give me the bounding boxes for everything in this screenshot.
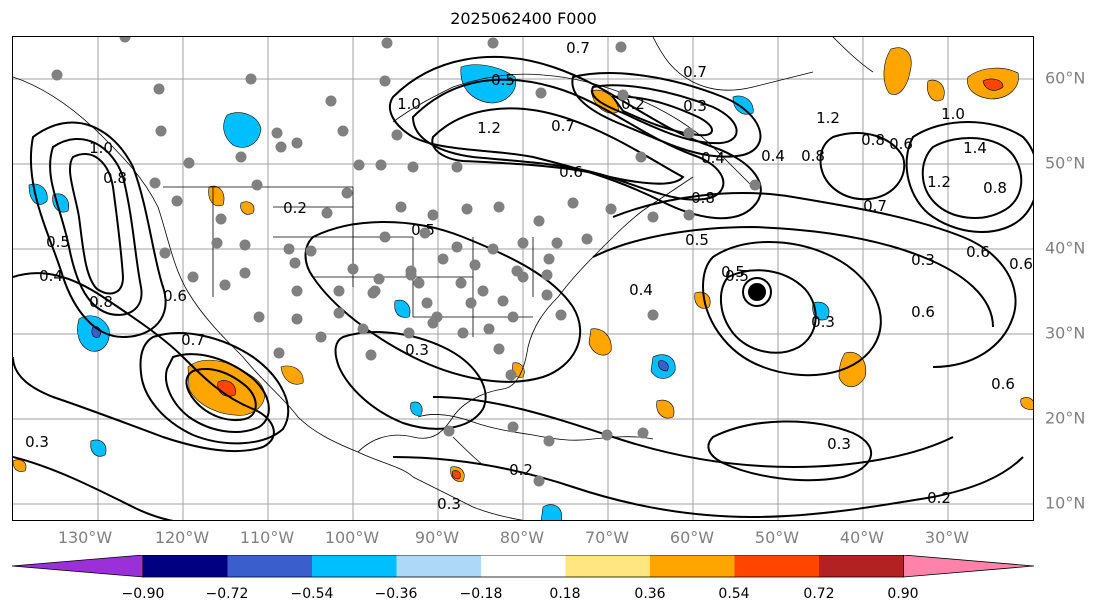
lon-label: 130°W [57,528,113,547]
colorbar-tick-label: −0.54 [290,586,334,602]
lat-label: 60°N [1045,68,1086,88]
contour-label: 0.5 [491,71,515,89]
contour-label: 0.6 [163,287,187,305]
contour-label: 1.0 [89,139,113,157]
contour-label: 0.4 [761,147,785,165]
colorbar-tick-label: −0.18 [459,586,503,602]
lon-label: 110°W [239,528,295,547]
colorbar-tick-label: 0.54 [718,586,750,602]
contour-label: 0.8 [861,131,885,149]
lon-label: 50°W [754,528,800,547]
colorbar-segment [481,555,566,577]
colorbar-segment [650,555,735,577]
contour-label: 0.3 [911,251,935,269]
contour-label: 0.6 [966,243,990,261]
colorbar-segment [734,555,819,577]
colorbar-segment [396,555,481,577]
contour-label: 0.6 [991,375,1015,393]
contour-labels: 0.5 0.7 0.7 0.2 0.3 1.0 1.2 0.7 0.6 0.4 … [25,39,1033,513]
contour-label: 0.7 [683,63,707,81]
colorbar-tick-label: 0.90 [887,586,919,602]
contour-label: 0.4 [39,267,63,285]
contour-label: 0.8 [983,179,1007,197]
lon-label: 70°W [584,528,630,547]
colorbar-tick-label: 0.72 [803,586,835,602]
contour-label: 1.4 [963,139,987,157]
contour-label: 0.8 [801,147,825,165]
shaded-anomalies [13,47,1033,520]
contour-label: 0.8 [89,293,113,311]
contour-label: 0.6 [889,135,913,153]
colorbar-tick-label: −0.90 [121,586,165,602]
contour-label: 0.3 [827,435,851,453]
contour-label: 0.3 [811,313,835,331]
colorbar-tick-label: 0.36 [634,586,666,602]
contour-label: 0.3 [437,495,461,513]
colorbar-extend-low [11,555,144,578]
contour-label: 1.2 [927,173,951,191]
contour-label: 0.5 [46,233,70,251]
lon-label: 60°W [669,528,715,547]
observation-stations [51,37,761,487]
lat-label: 30°N [1045,323,1086,343]
contour-label: 0.3 [405,341,429,359]
contour-label: 0.2 [509,461,533,479]
contour-label: 0.6 [559,163,583,181]
contour-label: 0.4 [629,281,653,299]
contour-label: 0.7 [551,117,575,135]
contour-label: 0.2 [927,489,951,507]
map-title: 2025062400 F000 [450,9,597,28]
colorbar-segment [312,555,397,577]
contour-label: 0.7 [863,197,887,215]
contour-label: 0.6 [1009,255,1033,273]
lon-label: 80°W [499,528,545,547]
colorbar-tick-label: −0.72 [205,586,249,602]
contour-label: 0.5 [721,263,745,281]
lon-label: 30°W [924,528,970,547]
contour-label: 0.8 [691,189,715,207]
contour-lines [13,56,1033,520]
contour-label: 0.7 [566,39,590,57]
lat-label: 10°N [1045,493,1086,513]
colorbar-extend-high [903,555,1035,578]
contour-label: 1.2 [816,109,840,127]
contour-label: 0.2 [621,95,645,113]
lat-label: 20°N [1045,408,1086,428]
colorbar-segment [227,555,312,577]
lat-label: 50°N [1045,153,1086,173]
colorbar-segment [819,555,904,577]
contour-label: 0.4 [701,149,725,167]
contour-label: 0.3 [25,433,49,451]
storm-center-marker [742,277,772,307]
lon-label: 100°W [324,528,380,547]
lon-label: 40°W [839,528,885,547]
lon-label: 90°W [414,528,460,547]
colorbar-tick-label: 0.18 [549,586,581,602]
colorbar-segment [143,555,228,577]
contour-label: 1.0 [397,95,421,113]
contour-label: 0.5 [685,231,709,249]
colorbar [11,555,1035,578]
contour-label: 1.0 [941,105,965,123]
map-canvas: 0.5 0.7 0.7 0.2 0.3 1.0 1.2 0.7 0.6 0.4 … [13,37,1033,520]
lon-label: 120°W [154,528,210,547]
lat-label: 40°N [1045,238,1086,258]
contour-label: 0.5 [725,267,749,285]
contour-label: 0.8 [103,169,127,187]
contour-label: 0.2 [283,199,307,217]
map-frame: 0.5 0.7 0.7 0.2 0.3 1.0 1.2 0.7 0.6 0.4 … [12,36,1034,521]
contour-label: 0.7 [181,331,205,349]
colorbar-segment [565,555,650,577]
contour-label: 0.6 [911,303,935,321]
contour-label: 0.3 [683,97,707,115]
contour-label: 1.2 [477,119,501,137]
colorbar-tick-label: −0.36 [374,586,418,602]
